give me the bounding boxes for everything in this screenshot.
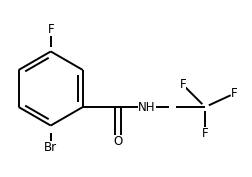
Text: F: F: [230, 87, 237, 100]
Text: F: F: [179, 78, 185, 91]
Text: F: F: [47, 22, 54, 36]
Text: NH: NH: [138, 101, 155, 113]
Text: O: O: [113, 135, 122, 148]
Text: F: F: [201, 127, 208, 141]
Text: Br: Br: [44, 141, 57, 155]
